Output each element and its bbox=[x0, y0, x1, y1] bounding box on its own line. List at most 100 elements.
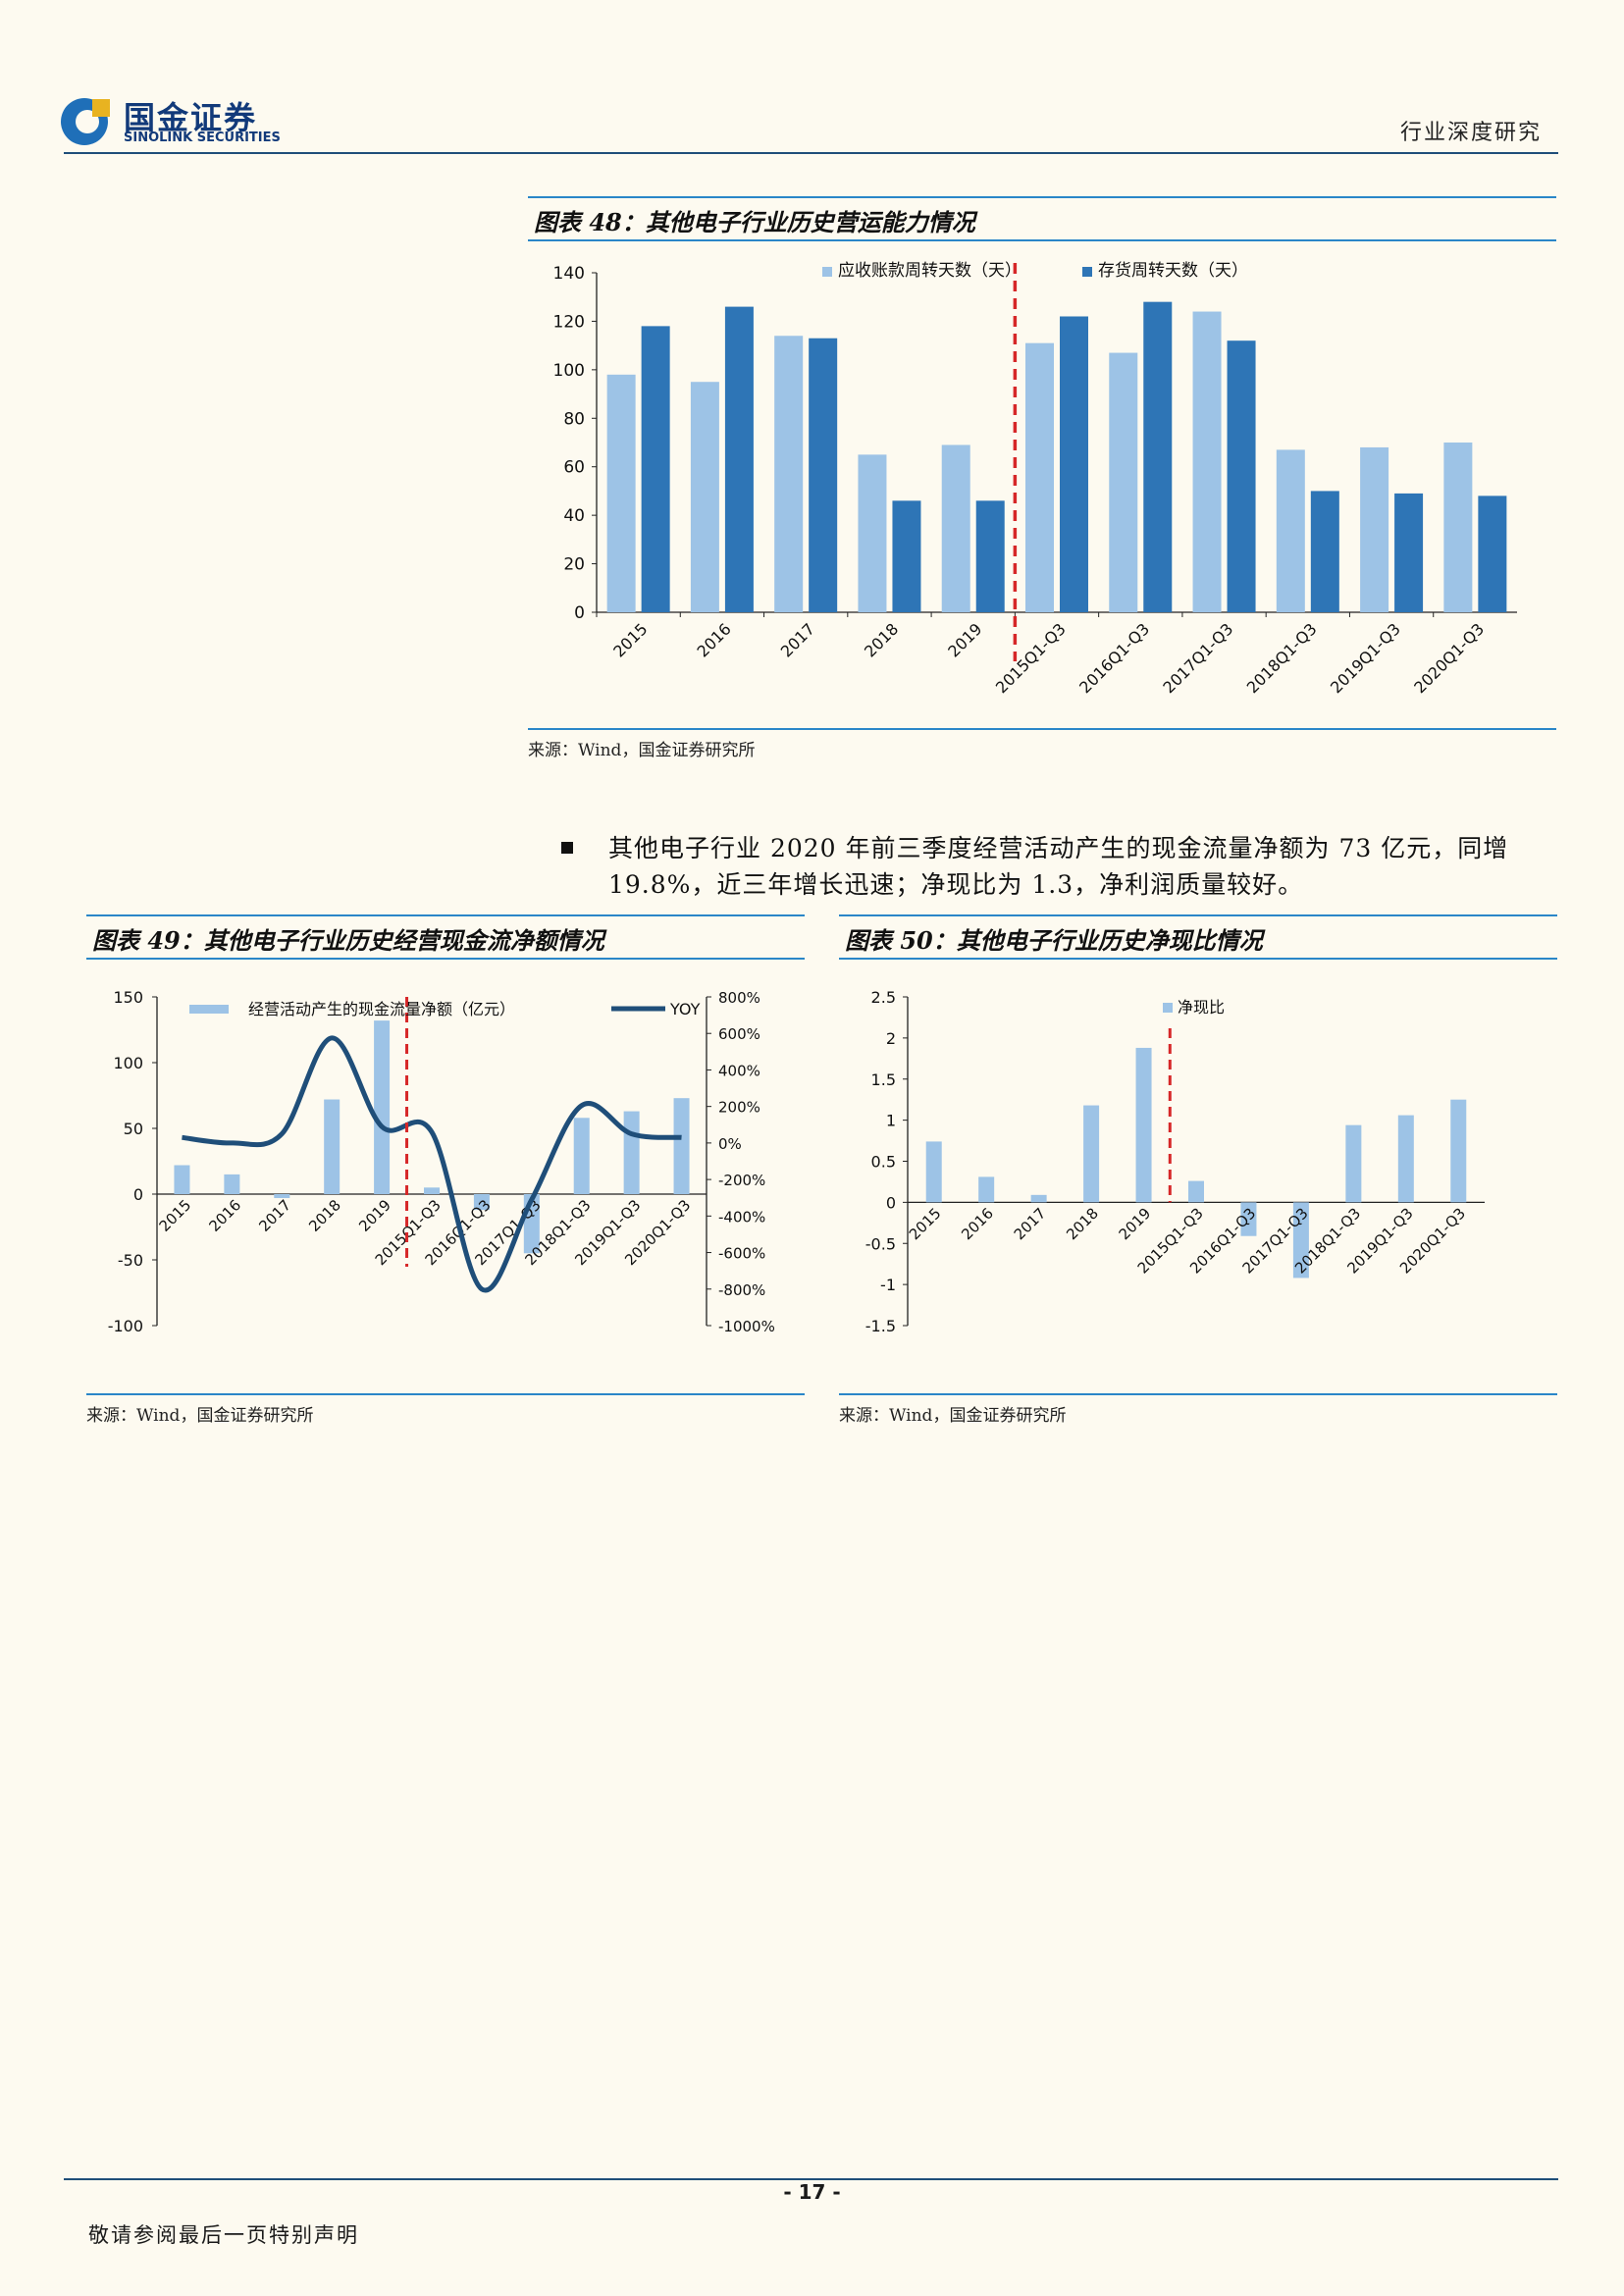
y-tick-label: 100 bbox=[553, 361, 585, 381]
figure-50-title: 图表 50：其他电子行业历史净现比情况 bbox=[845, 926, 1263, 955]
receivable-days-bar bbox=[606, 374, 636, 612]
net-cash-ratio-bar bbox=[1450, 1099, 1467, 1203]
figure-49-bottom-rule bbox=[86, 1393, 805, 1395]
logo-english-name: SINOLINK SECURITIES bbox=[124, 130, 281, 145]
y-tick-label: -1 bbox=[880, 1276, 896, 1294]
x-tick-label: 2015Q1-Q3 bbox=[992, 619, 1070, 697]
figure-48-title: 图表 48：其他电子行业历史营运能力情况 bbox=[534, 208, 975, 236]
x-tick-label: 2017 bbox=[1011, 1204, 1050, 1243]
x-tick-label: 2018 bbox=[1063, 1204, 1102, 1243]
figure-48-source: 来源：Wind，国金证券研究所 bbox=[528, 741, 756, 760]
legend-label-receivable: 应收账款周转天数（天） bbox=[838, 261, 1022, 281]
receivable-days-bar bbox=[690, 382, 719, 612]
legend-swatch-cash-flow bbox=[189, 1005, 229, 1014]
inventory-days-bar bbox=[809, 338, 838, 612]
x-tick-label: 2018 bbox=[305, 1196, 344, 1235]
right-y-tick-label: 400% bbox=[718, 1062, 760, 1079]
y-tick-label: 2.5 bbox=[871, 988, 896, 1007]
legend-swatch-receivable bbox=[822, 267, 832, 277]
x-tick-label: 2016Q1-Q3 bbox=[1075, 619, 1153, 697]
left-y-tick-label: -50 bbox=[118, 1251, 143, 1270]
x-tick-label: 2019 bbox=[944, 619, 985, 660]
left-y-tick-label: 150 bbox=[113, 988, 143, 1007]
y-tick-label: -0.5 bbox=[865, 1234, 896, 1253]
cash-flow-bar bbox=[174, 1165, 190, 1194]
right-y-tick-label: -1000% bbox=[718, 1318, 775, 1335]
right-y-tick-label: -400% bbox=[718, 1208, 765, 1226]
cash-flow-bar bbox=[274, 1194, 290, 1199]
net-cash-ratio-bar bbox=[1083, 1105, 1100, 1203]
y-tick-label: 40 bbox=[563, 506, 585, 526]
x-tick-label: 2017 bbox=[255, 1196, 294, 1235]
inventory-days-bar bbox=[1310, 491, 1339, 612]
x-tick-label: 2017 bbox=[777, 619, 818, 660]
net-cash-ratio-bar bbox=[1345, 1124, 1362, 1203]
logo-chinese-name: 国金证券 bbox=[124, 99, 258, 136]
right-y-tick-label: 200% bbox=[718, 1099, 760, 1117]
inventory-days-bar bbox=[1060, 316, 1088, 612]
receivable-days-bar bbox=[1360, 446, 1389, 612]
y-tick-label: 0 bbox=[886, 1193, 896, 1212]
y-tick-label: 120 bbox=[553, 312, 585, 332]
y-tick-label: 1 bbox=[886, 1112, 896, 1130]
legend-label-yoy: YOY bbox=[669, 1000, 701, 1018]
right-y-tick-label: -800% bbox=[718, 1281, 765, 1299]
receivable-days-bar bbox=[774, 336, 804, 612]
left-y-tick-label: 100 bbox=[113, 1054, 143, 1072]
figure-49-title: 图表 49：其他电子行业历史经营现金流净额情况 bbox=[92, 926, 604, 955]
net-cash-ratio-bar bbox=[1240, 1202, 1257, 1236]
receivable-days-bar bbox=[1276, 449, 1305, 612]
left-y-tick-label: 0 bbox=[133, 1185, 143, 1204]
cash-flow-bar bbox=[573, 1118, 590, 1194]
x-tick-label: 2018 bbox=[861, 619, 902, 660]
x-tick-label: 2019Q1-Q3 bbox=[1327, 619, 1404, 697]
cash-flow-bar bbox=[473, 1194, 490, 1211]
cash-flow-bar bbox=[424, 1187, 440, 1194]
inventory-days-bar bbox=[1143, 301, 1173, 612]
net-cash-ratio-bar bbox=[925, 1141, 942, 1203]
cash-flow-bar bbox=[673, 1098, 690, 1194]
y-tick-label: 140 bbox=[553, 264, 585, 284]
figure-48-bottom-rule bbox=[528, 728, 1556, 730]
y-tick-label: -1.5 bbox=[865, 1317, 896, 1335]
receivable-days-bar bbox=[1443, 443, 1473, 612]
net-cash-ratio-bar bbox=[1292, 1202, 1309, 1278]
legend-swatch-net-cash-ratio bbox=[1163, 1003, 1173, 1013]
y-tick-label: 1.5 bbox=[871, 1070, 896, 1089]
inventory-days-bar bbox=[1394, 493, 1424, 612]
header-rule bbox=[64, 152, 1558, 154]
inventory-days-bar bbox=[641, 326, 670, 612]
x-tick-label: 2018Q1-Q3 bbox=[1243, 619, 1321, 697]
net-cash-ratio-bar bbox=[1135, 1047, 1152, 1203]
right-y-tick-label: -200% bbox=[718, 1172, 765, 1189]
yoy-line bbox=[182, 1035, 682, 1293]
figure-50-source: 来源：Wind，国金证券研究所 bbox=[839, 1406, 1067, 1426]
right-y-tick-label: -600% bbox=[718, 1245, 765, 1263]
bullet-icon bbox=[561, 842, 573, 854]
figure-49-title-bar: 图表 49：其他电子行业历史经营现金流净额情况 bbox=[86, 914, 805, 960]
figure-50-bottom-rule bbox=[839, 1393, 1557, 1395]
logo-mark-icon bbox=[61, 98, 110, 145]
legend-label-cash-flow: 经营活动产生的现金流量净额（亿元） bbox=[248, 1000, 515, 1018]
x-tick-label: 2015 bbox=[906, 1204, 945, 1243]
right-y-tick-label: 800% bbox=[718, 989, 760, 1007]
net-cash-ratio-bar bbox=[978, 1176, 995, 1203]
figure-50-chart: -1.5 -1 -0.5 0 0.5 1 1.5 2 2.5 2015 2016 2017 2018 20… bbox=[865, 988, 1485, 1335]
receivable-days-bar bbox=[941, 444, 970, 612]
y-tick-label: 0.5 bbox=[871, 1153, 896, 1172]
y-tick-label: 20 bbox=[563, 555, 585, 575]
report-type: 行业深度研究 bbox=[1399, 121, 1542, 145]
cash-flow-bar bbox=[374, 1020, 391, 1194]
x-tick-label: 2019 bbox=[1116, 1204, 1155, 1243]
figure-50-title-bar: 图表 50：其他电子行业历史净现比情况 bbox=[839, 914, 1557, 960]
net-cash-ratio-bar bbox=[1030, 1194, 1047, 1203]
x-tick-label: 2016 bbox=[205, 1196, 244, 1235]
inventory-days-bar bbox=[1227, 340, 1256, 612]
cash-flow-bar bbox=[623, 1111, 640, 1194]
x-tick-label: 2016 bbox=[958, 1204, 997, 1243]
page-number: - 17 - bbox=[783, 2180, 841, 2204]
x-tick-label: 2015 bbox=[609, 619, 651, 660]
left-y-tick-label: 50 bbox=[124, 1120, 143, 1138]
y-tick-label: 60 bbox=[563, 458, 585, 478]
